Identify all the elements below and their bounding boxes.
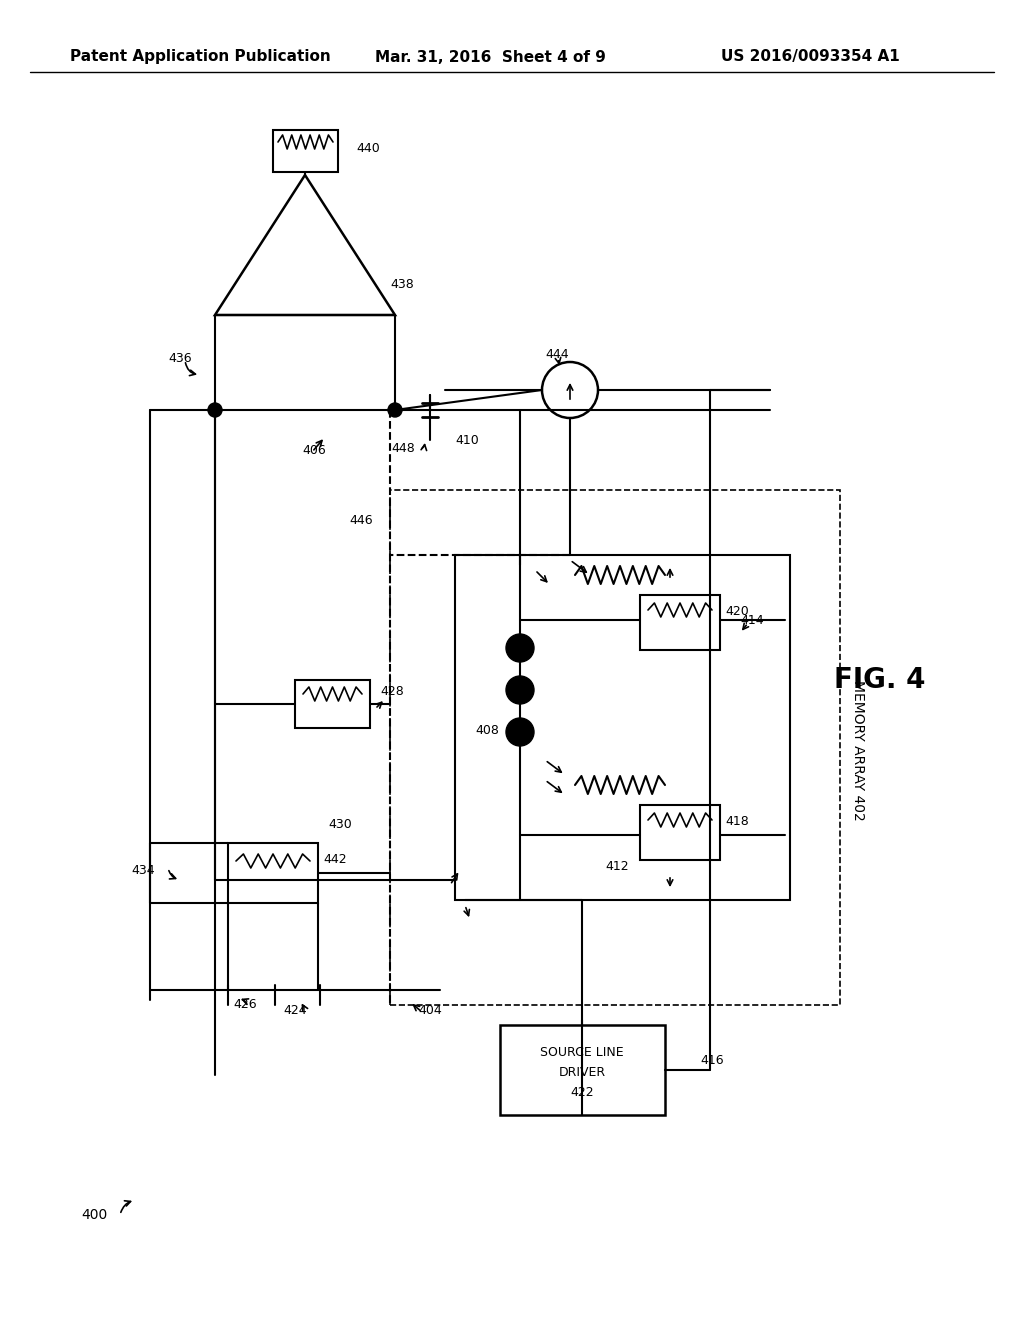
Text: 422: 422: [570, 1086, 594, 1100]
Text: 442: 442: [323, 853, 347, 866]
Circle shape: [542, 362, 598, 418]
Bar: [295, 680, 370, 729]
Text: 404: 404: [418, 1003, 442, 1016]
Text: DRIVER: DRIVER: [558, 1067, 605, 1080]
Circle shape: [506, 718, 534, 746]
Text: MEMORY ARRAY 402: MEMORY ARRAY 402: [851, 680, 865, 820]
Text: 434: 434: [131, 863, 155, 876]
Text: SOURCE LINE: SOURCE LINE: [541, 1047, 624, 1060]
Text: 410: 410: [455, 433, 479, 446]
Text: 436: 436: [168, 351, 191, 364]
Bar: [640, 805, 720, 861]
Text: FIG. 4: FIG. 4: [835, 667, 926, 694]
Text: 424: 424: [284, 1003, 307, 1016]
Text: 400: 400: [82, 1208, 108, 1222]
Circle shape: [388, 403, 402, 417]
Bar: [273, 129, 338, 172]
Text: 438: 438: [390, 279, 414, 292]
Circle shape: [506, 634, 534, 663]
Text: 408: 408: [475, 723, 499, 737]
Text: Patent Application Publication: Patent Application Publication: [70, 49, 331, 65]
Text: 448: 448: [391, 441, 415, 454]
Text: US 2016/0093354 A1: US 2016/0093354 A1: [721, 49, 899, 65]
Text: 446: 446: [349, 513, 373, 527]
Text: 426: 426: [233, 998, 257, 1011]
Bar: [640, 595, 720, 649]
Text: 412: 412: [605, 861, 629, 873]
Text: 420: 420: [725, 605, 749, 618]
Text: 428: 428: [380, 685, 403, 698]
Text: 414: 414: [740, 614, 764, 627]
Text: 444: 444: [545, 348, 568, 362]
Text: 406: 406: [302, 444, 326, 457]
Text: 418: 418: [725, 814, 749, 828]
Bar: [455, 554, 790, 900]
Circle shape: [506, 676, 534, 704]
Text: 440: 440: [356, 141, 380, 154]
Text: Mar. 31, 2016  Sheet 4 of 9: Mar. 31, 2016 Sheet 4 of 9: [375, 49, 605, 65]
Text: 430: 430: [328, 818, 352, 832]
Bar: [500, 1026, 665, 1115]
Circle shape: [208, 403, 222, 417]
Bar: [390, 490, 840, 1005]
Text: 416: 416: [700, 1053, 724, 1067]
Bar: [228, 843, 318, 903]
